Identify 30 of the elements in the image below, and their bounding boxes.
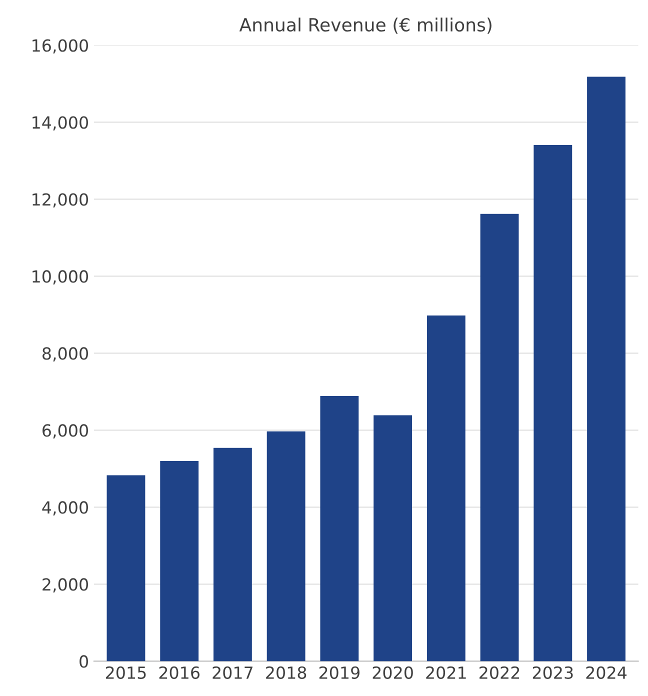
y-tick-label: 6,000 [42,424,88,438]
y-tick-label: 16,000 [32,39,88,54]
y-tick-label: 4,000 [42,501,88,516]
x-tick-label: 2022 [480,666,520,679]
x-tick-label: 2023 [532,666,573,679]
bar [160,461,199,662]
x-tick-label: 2021 [426,666,466,679]
bar [480,214,519,662]
x-tick-label: 2020 [372,666,413,679]
bar [534,144,572,662]
bar [426,315,466,662]
x-tick-label: 2017 [212,666,252,679]
y-tick-label: 2,000 [42,578,88,592]
bar [374,415,412,662]
y-tick-label: 8,000 [42,347,88,362]
x-tick-label: 2016 [159,666,200,679]
y-tick-label: 14,000 [32,116,88,131]
bar [106,475,146,662]
x-tick-label: 2018 [266,666,306,679]
y-tick-label: 12,000 [32,193,88,208]
x-tick-label: 2015 [106,666,146,679]
bar [266,431,306,662]
bar [587,76,626,662]
x-tick-label: 2019 [319,666,360,679]
x-tick-label: 2024 [586,666,627,679]
bar [213,448,252,662]
y-tick-label: 0 [80,655,88,668]
bar [320,396,359,662]
y-tick-label: 10,000 [32,270,88,284]
chart-title: Annual Revenue (€ millions) [239,18,492,34]
